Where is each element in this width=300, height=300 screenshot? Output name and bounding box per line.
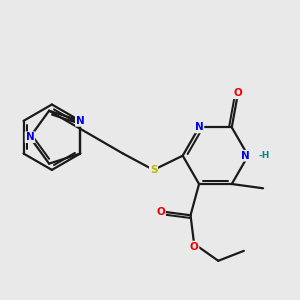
- Text: O: O: [190, 242, 199, 252]
- Text: -H: -H: [258, 151, 269, 160]
- Text: O: O: [156, 207, 165, 217]
- Text: N: N: [195, 122, 203, 132]
- Text: N: N: [76, 116, 85, 126]
- Text: S: S: [150, 165, 157, 175]
- Text: O: O: [233, 88, 242, 98]
- Text: N: N: [26, 132, 34, 142]
- Text: N: N: [241, 151, 250, 161]
